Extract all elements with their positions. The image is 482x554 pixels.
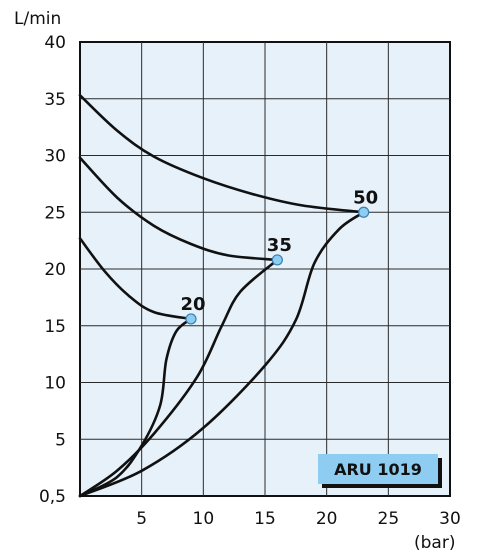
y-tick-label: 0,5 xyxy=(39,487,66,507)
y-tick-label: 10 xyxy=(44,374,66,394)
y-tick-label: 35 xyxy=(44,90,66,110)
x-axis-label: (bar) xyxy=(414,533,455,553)
x-tick-label: 30 xyxy=(439,509,461,529)
curve-20-upper xyxy=(78,237,193,321)
y-axis-label: L/min xyxy=(14,9,61,29)
y-tick-label: 25 xyxy=(44,203,66,223)
x-tick-labels: 5 10 15 20 25 30 xyxy=(136,509,461,529)
x-tick-label: 10 xyxy=(193,509,215,529)
operating-point-50 xyxy=(358,206,370,218)
y-tick-label: 15 xyxy=(44,317,66,337)
y-tick-labels: 0,5 5 10 15 20 25 30 35 40 xyxy=(39,33,66,507)
y-tick-label: 5 xyxy=(55,430,66,450)
y-tick-label: 30 xyxy=(44,147,66,167)
x-tick-label: 20 xyxy=(316,509,338,529)
point-label-20: 20 xyxy=(180,294,205,315)
point-label-35: 35 xyxy=(267,235,292,256)
curve-35-lower xyxy=(78,258,279,498)
operating-point-20 xyxy=(185,313,197,325)
curves xyxy=(78,94,365,498)
x-tick-label: 25 xyxy=(378,509,400,529)
curve-50-upper xyxy=(78,94,365,214)
x-tick-label: 15 xyxy=(254,509,276,529)
operating-points: 20 35 50 xyxy=(180,187,378,325)
model-badge: ARU 1019 xyxy=(318,454,442,488)
y-tick-label: 20 xyxy=(44,260,66,280)
x-tick-label: 5 xyxy=(136,509,147,529)
curve-20-lower xyxy=(78,317,193,498)
model-badge-label: ARU 1019 xyxy=(334,460,422,479)
curve-50-lower xyxy=(78,211,365,498)
operating-point-35 xyxy=(271,254,283,266)
y-tick-label: 40 xyxy=(44,33,66,53)
model-badge-background xyxy=(318,454,438,484)
point-label-50: 50 xyxy=(353,187,378,208)
curve-35-upper xyxy=(78,156,279,262)
